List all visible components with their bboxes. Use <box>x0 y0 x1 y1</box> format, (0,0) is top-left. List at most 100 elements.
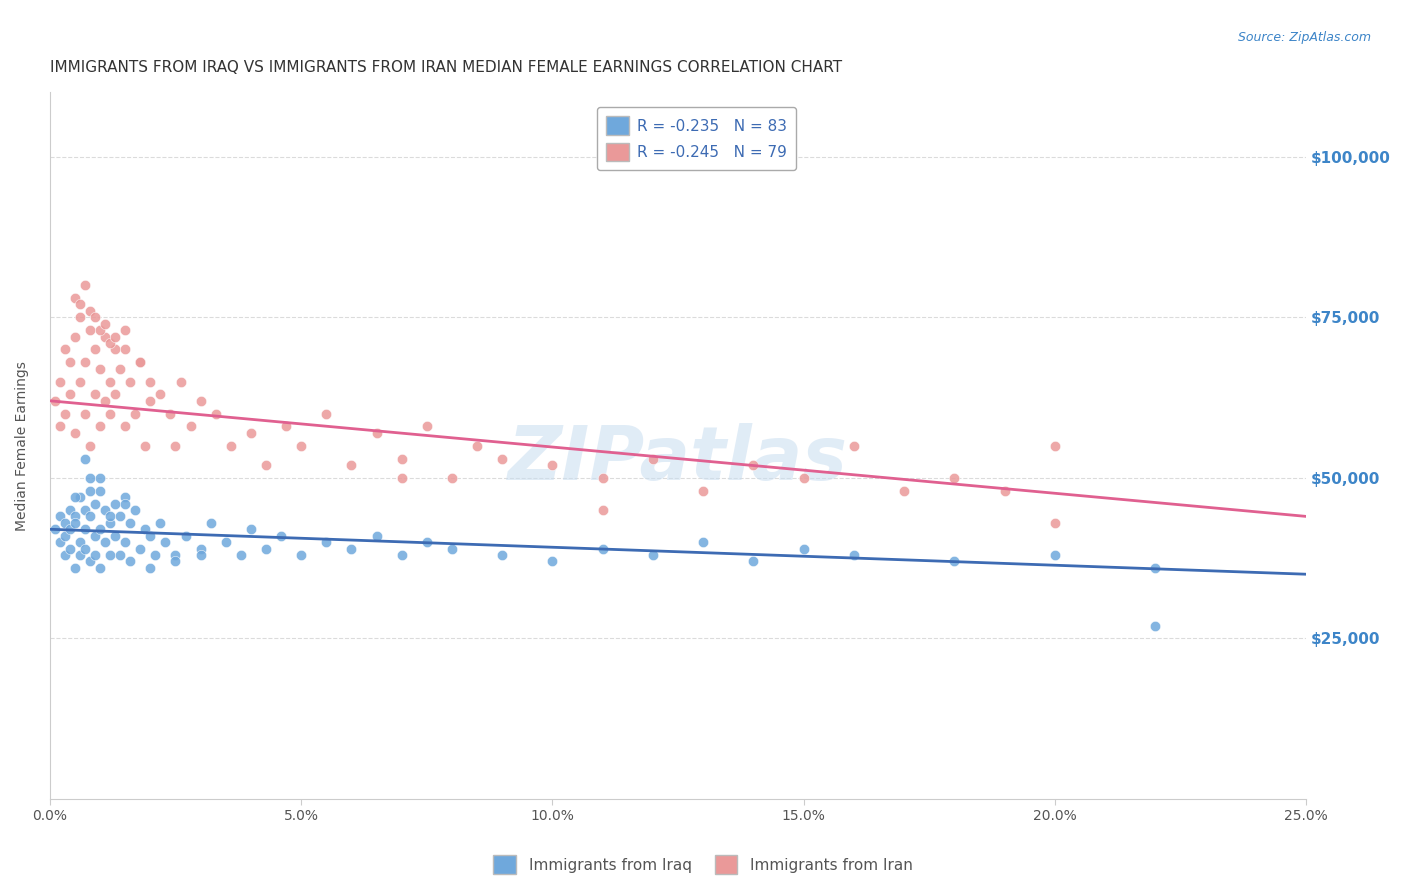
Point <box>190 541 212 556</box>
Point <box>63 509 86 524</box>
Point <box>842 439 865 453</box>
Point <box>73 503 96 517</box>
Point <box>63 425 86 440</box>
Point <box>440 471 463 485</box>
Point <box>114 497 136 511</box>
Point <box>44 393 66 408</box>
Point <box>270 529 292 543</box>
Point <box>108 509 131 524</box>
Point <box>98 375 121 389</box>
Point <box>94 317 117 331</box>
Point <box>641 451 664 466</box>
Point <box>129 355 152 369</box>
Point <box>63 291 86 305</box>
Point <box>129 355 152 369</box>
Point <box>79 471 101 485</box>
Point <box>145 548 167 562</box>
Point <box>139 393 162 408</box>
Point <box>541 554 564 568</box>
Point <box>79 509 101 524</box>
Point <box>692 483 714 498</box>
Point <box>592 541 614 556</box>
Point <box>124 407 146 421</box>
Point <box>190 548 212 562</box>
Point <box>79 303 101 318</box>
Point <box>84 529 107 543</box>
Point <box>104 329 127 343</box>
Point <box>53 407 76 421</box>
Point <box>49 535 72 549</box>
Point <box>79 323 101 337</box>
Point <box>98 509 121 524</box>
Text: Source: ZipAtlas.com: Source: ZipAtlas.com <box>1237 31 1371 45</box>
Point <box>73 278 96 293</box>
Point <box>69 310 91 325</box>
Point <box>842 548 865 562</box>
Point <box>94 503 117 517</box>
Point <box>84 387 107 401</box>
Point <box>391 471 413 485</box>
Point <box>84 497 107 511</box>
Point <box>69 297 91 311</box>
Point <box>94 329 117 343</box>
Point <box>165 548 187 562</box>
Point <box>491 548 513 562</box>
Point <box>155 535 177 549</box>
Point <box>1043 439 1066 453</box>
Point <box>159 407 181 421</box>
Point <box>465 439 488 453</box>
Point <box>98 548 121 562</box>
Point <box>104 497 127 511</box>
Point <box>94 535 117 549</box>
Point <box>73 407 96 421</box>
Point <box>793 471 815 485</box>
Point <box>53 548 76 562</box>
Point <box>114 343 136 357</box>
Point <box>943 471 966 485</box>
Point <box>89 361 111 376</box>
Point <box>641 548 664 562</box>
Point <box>120 375 142 389</box>
Point <box>69 490 91 504</box>
Point <box>139 375 162 389</box>
Point <box>104 387 127 401</box>
Point <box>44 522 66 536</box>
Point <box>229 548 252 562</box>
Point <box>89 483 111 498</box>
Point <box>366 425 388 440</box>
Point <box>53 343 76 357</box>
Point <box>180 419 202 434</box>
Point <box>89 471 111 485</box>
Point <box>239 425 262 440</box>
Point <box>84 548 107 562</box>
Point <box>254 541 277 556</box>
Point <box>59 503 82 517</box>
Point <box>73 522 96 536</box>
Point <box>340 458 363 472</box>
Point <box>49 509 72 524</box>
Point <box>1144 561 1167 575</box>
Point <box>49 419 72 434</box>
Point <box>59 387 82 401</box>
Point <box>1043 548 1066 562</box>
Point <box>190 393 212 408</box>
Point <box>84 343 107 357</box>
Point <box>893 483 915 498</box>
Point <box>104 343 127 357</box>
Point <box>120 554 142 568</box>
Y-axis label: Median Female Earnings: Median Female Earnings <box>15 360 30 531</box>
Point <box>89 561 111 575</box>
Point <box>290 548 312 562</box>
Point <box>290 439 312 453</box>
Point <box>63 516 86 530</box>
Point <box>114 419 136 434</box>
Point <box>114 323 136 337</box>
Point <box>340 541 363 556</box>
Point <box>742 554 765 568</box>
Point <box>134 522 156 536</box>
Point <box>63 561 86 575</box>
Point <box>104 529 127 543</box>
Point <box>94 393 117 408</box>
Point <box>139 561 162 575</box>
Point <box>254 458 277 472</box>
